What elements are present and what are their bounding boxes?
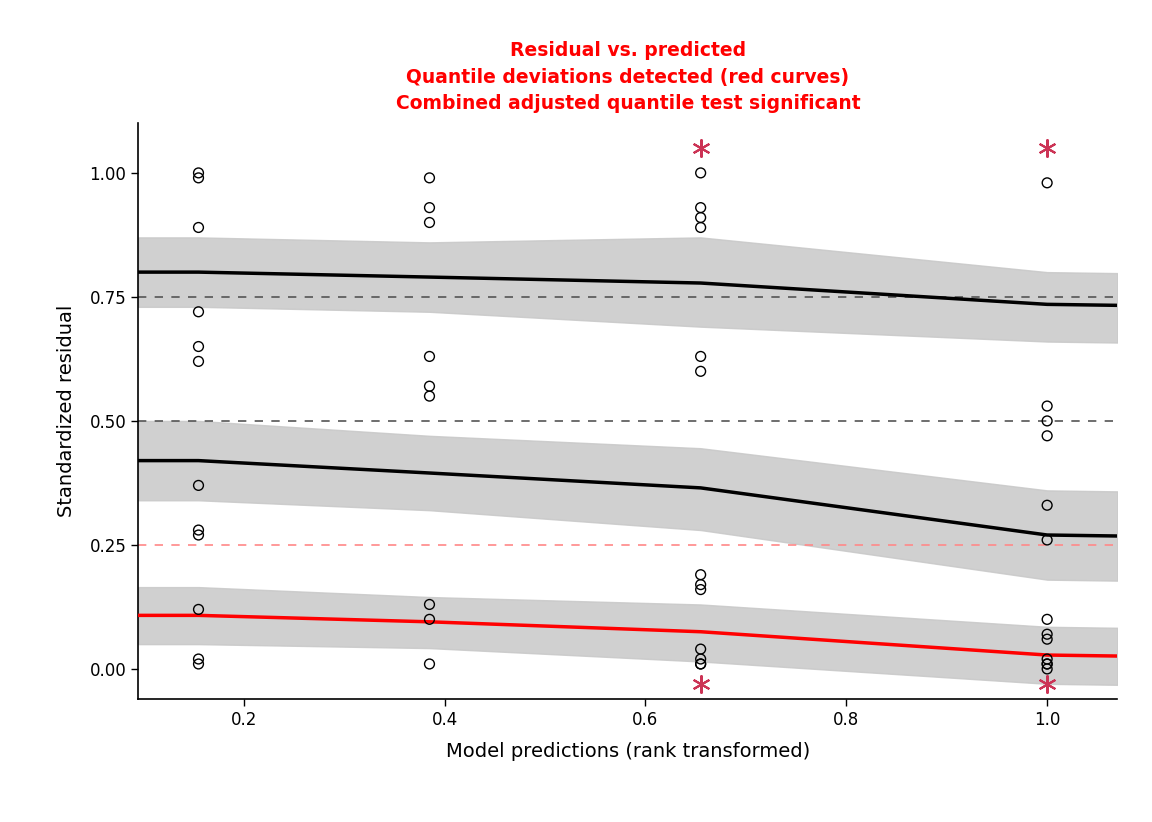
Point [1038, 663, 1056, 676]
Point [691, 658, 710, 671]
Point [420, 598, 439, 611]
Point [1038, 658, 1056, 671]
Point [691, 211, 710, 224]
Point [189, 653, 207, 666]
Point [1038, 633, 1056, 646]
Point [420, 390, 439, 403]
X-axis label: Model predictions (rank transformed): Model predictions (rank transformed) [446, 742, 810, 761]
Point [691, 578, 710, 591]
Point [691, 568, 710, 581]
Point [420, 612, 439, 626]
Point [420, 171, 439, 184]
Point [189, 479, 207, 492]
Point [1038, 658, 1056, 671]
Title: Residual vs. predicted
Quantile deviations detected (red curves)
Combined adjust: Residual vs. predicted Quantile deviatio… [395, 41, 861, 113]
Point [1038, 399, 1056, 413]
Point [420, 350, 439, 363]
Y-axis label: Standardized residual: Standardized residual [56, 305, 76, 517]
Point [1038, 653, 1056, 666]
Point [189, 603, 207, 616]
Point [420, 216, 439, 229]
Point [691, 166, 710, 179]
Point [420, 380, 439, 393]
Point [691, 221, 710, 234]
Point [189, 529, 207, 542]
Point [189, 305, 207, 318]
Point [691, 201, 710, 215]
Point [1038, 612, 1056, 626]
Point [1038, 628, 1056, 641]
Point [420, 658, 439, 671]
Point [189, 658, 207, 671]
Point [691, 658, 710, 671]
Point [691, 350, 710, 363]
Point [420, 201, 439, 215]
Point [1038, 499, 1056, 512]
Point [189, 355, 207, 368]
Point [189, 524, 207, 537]
Point [1038, 429, 1056, 442]
Point [1038, 414, 1056, 427]
Point [691, 643, 710, 656]
Point [189, 340, 207, 353]
Point [1038, 176, 1056, 189]
Point [189, 166, 207, 179]
Point [691, 583, 710, 596]
Point [1038, 533, 1056, 547]
Point [691, 365, 710, 378]
Point [189, 171, 207, 184]
Point [189, 221, 207, 234]
Point [691, 653, 710, 666]
